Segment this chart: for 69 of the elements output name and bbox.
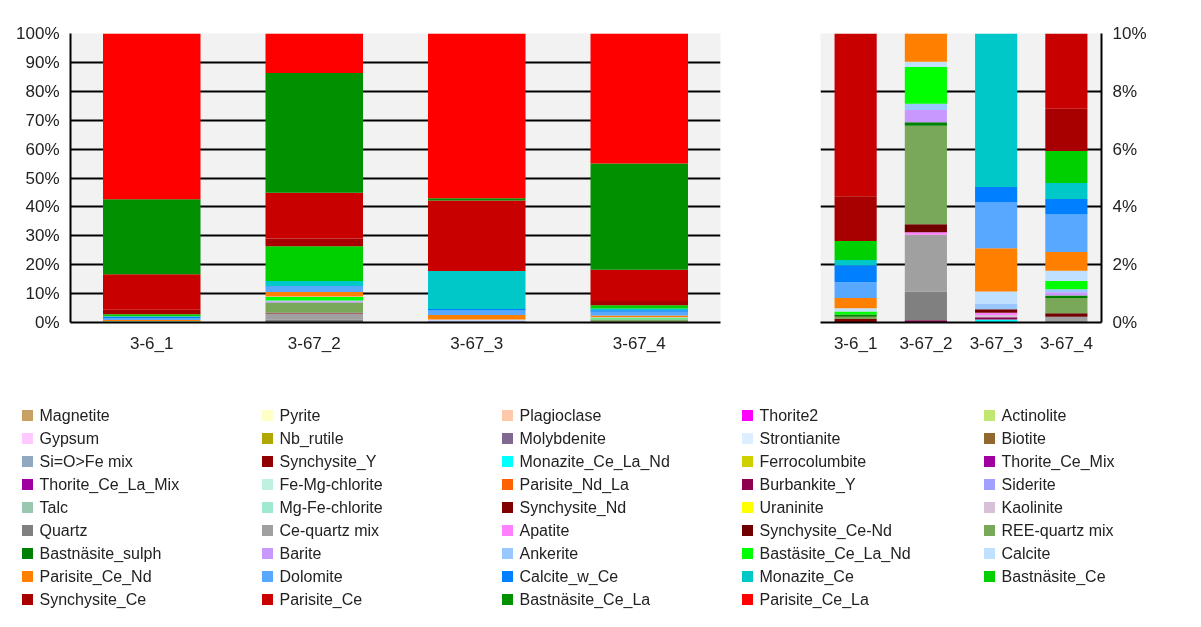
y-tick-label: 0% bbox=[1112, 313, 1138, 332]
legend-label: REE-quartz mix bbox=[1001, 522, 1114, 539]
legend-label: Gypsum bbox=[39, 430, 100, 447]
legend-label: Ankerite bbox=[519, 545, 579, 562]
legend-label: Magnetite bbox=[39, 407, 110, 424]
y-tick-label: 80% bbox=[25, 81, 60, 101]
legend-label: Bastnäsite_sulph bbox=[39, 545, 162, 563]
legend-label: Burbankite_Y bbox=[759, 476, 856, 494]
x-tick-label: 3-6_1 bbox=[130, 333, 174, 353]
legend-label: Molybdenite bbox=[519, 430, 606, 447]
legend-label: Synchysite_Ce bbox=[39, 591, 147, 609]
legend-label: Uraninite bbox=[759, 499, 824, 516]
legend-label: Calcite bbox=[1001, 545, 1051, 562]
legend-label: Thorite2 bbox=[759, 407, 819, 424]
legend-label: Parisite_Ce_Nd bbox=[39, 568, 152, 586]
x-tick-label: 3-67_4 bbox=[1039, 333, 1093, 353]
legend-label: Nb_rutile bbox=[279, 430, 344, 448]
legend-label: Si=O>Fe mix bbox=[39, 453, 133, 470]
legend-label: Mg-Fe-chlorite bbox=[279, 499, 383, 516]
legend-label: Monazite_Ce_La_Nd bbox=[519, 453, 670, 471]
x-tick-label: 3-67_2 bbox=[899, 333, 953, 353]
y-tick-label: 6% bbox=[1112, 139, 1138, 159]
legend-label: Quartz bbox=[39, 522, 88, 539]
y-tick-label: 20% bbox=[25, 255, 60, 275]
y-tick-label: 100% bbox=[16, 24, 60, 43]
y-tick-label: 40% bbox=[25, 197, 60, 217]
y-tick-label: 2% bbox=[1112, 255, 1138, 275]
legend-label: Parisite_Ce bbox=[279, 591, 363, 609]
legend-label: Synchysite_Ce-Nd bbox=[759, 522, 892, 540]
y-tick-label: 50% bbox=[25, 168, 60, 188]
legend-label: Calcite_w_Ce bbox=[519, 568, 619, 586]
legend-label: Monazite_Ce bbox=[759, 568, 854, 586]
legend-label: Parisite_Ce_La bbox=[759, 591, 869, 609]
legend-label: Actinolite bbox=[1001, 407, 1067, 424]
legend-label: Biotite bbox=[1001, 430, 1047, 447]
x-tick-label: 3-67_3 bbox=[969, 333, 1023, 353]
legend-label: Ferrocolumbite bbox=[759, 453, 867, 470]
legend-label: Fe-Mg-chlorite bbox=[279, 476, 383, 493]
y-tick-label: 30% bbox=[25, 226, 60, 246]
y-tick-label: 0% bbox=[34, 313, 60, 332]
y-tick-label: 60% bbox=[25, 139, 60, 159]
y-tick-label: 8% bbox=[1112, 81, 1138, 101]
legend-label: Synchysite_Nd bbox=[519, 499, 627, 517]
legend-label: Ce-quartz mix bbox=[279, 522, 380, 539]
x-tick-label: 3-6_1 bbox=[833, 333, 878, 353]
legend-label: Talc bbox=[39, 499, 68, 516]
y-tick-label: 10% bbox=[1112, 24, 1147, 43]
legend-label: Bastäsite_Ce_La_Nd bbox=[759, 545, 911, 563]
legend-label: Apatite bbox=[519, 522, 570, 539]
y-tick-label: 10% bbox=[25, 284, 60, 304]
x-tick-label: 3-67_3 bbox=[450, 333, 504, 353]
legend-label: Synchysite_Y bbox=[279, 453, 377, 471]
legend-label: Siderite bbox=[1001, 476, 1056, 493]
legend-label: Kaolinite bbox=[1001, 499, 1063, 516]
x-tick-label: 3-67_2 bbox=[287, 333, 341, 353]
legend-label: Bastnäsite_Ce_La bbox=[519, 591, 651, 609]
y-tick-label: 90% bbox=[25, 52, 60, 72]
legend-label: Barite bbox=[279, 545, 322, 562]
legend-label: Thorite_Ce_Mix bbox=[1001, 453, 1115, 471]
legend-label: Parisite_Nd_La bbox=[519, 476, 629, 494]
legend-label: Strontianite bbox=[759, 430, 841, 447]
legend-label: Dolomite bbox=[279, 568, 343, 585]
legend-label: Plagioclase bbox=[519, 407, 602, 424]
legend-label: Pyrite bbox=[279, 407, 321, 424]
legend-label: Thorite_Ce_La_Mix bbox=[39, 476, 180, 494]
x-tick-label: 3-67_4 bbox=[612, 333, 666, 353]
y-tick-label: 4% bbox=[1112, 197, 1138, 217]
legend-label: Bastnäsite_Ce bbox=[1001, 568, 1106, 586]
y-tick-label: 70% bbox=[25, 110, 60, 130]
